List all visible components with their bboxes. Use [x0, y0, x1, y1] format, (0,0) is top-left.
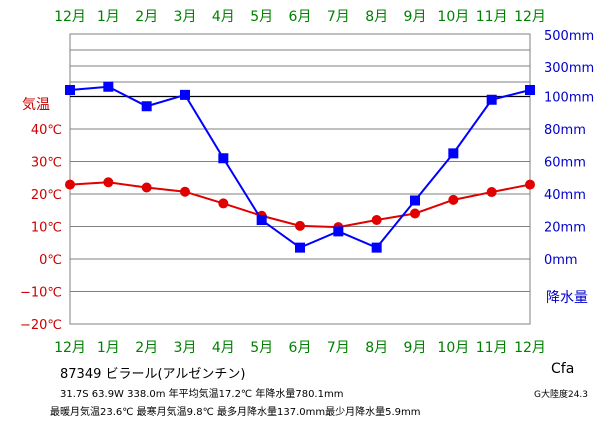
- temperature-point: [141, 182, 152, 193]
- precipitation-tick-label: 20mm: [544, 221, 586, 236]
- temperature-tick-label: 0℃: [39, 253, 62, 268]
- precipitation-point: [410, 195, 420, 206]
- bottom-month-label: 12月: [54, 340, 86, 356]
- precipitation-point: [103, 81, 114, 92]
- precipitation-tick-label: 300mm: [544, 61, 594, 76]
- top-month-label: 12月: [54, 9, 86, 25]
- koppen-class: Cfa: [551, 361, 575, 377]
- plot-frame: [69, 33, 531, 325]
- precipitation-series: [65, 81, 535, 253]
- precipitation-axis-label: 降水量: [546, 290, 588, 306]
- bottom-month-label: 10月: [437, 340, 469, 356]
- temperature-axis: 気温 40℃ 30℃ 20℃ 10℃ 0℃ −10℃ −20℃: [20, 97, 62, 333]
- bottom-month-label: 1月: [97, 340, 120, 356]
- top-month-label: 11月: [476, 9, 508, 25]
- bottom-month-labels: 12月 1月 2月 3月 4月 5月 6月 7月 8月 9月 10月 11月 12月: [54, 340, 546, 356]
- precipitation-point: [180, 89, 190, 100]
- bottom-month-label: 4月: [212, 340, 235, 356]
- temperature-point: [218, 198, 229, 209]
- precipitation-point: [141, 101, 152, 112]
- bottom-month-label: 6月: [289, 340, 312, 356]
- temperature-point: [295, 220, 305, 231]
- top-month-label: 9月: [404, 9, 427, 25]
- precipitation-point: [256, 215, 267, 225]
- bottom-month-label: 9月: [404, 340, 427, 356]
- bottom-month-label: 12月: [514, 340, 546, 356]
- top-month-label: 8月: [365, 9, 388, 25]
- climate-chart: 12月 1月 2月 3月 4月 5月 6月 7月 8月 9月 10月 11月 12月 12月 1月 2月 3月…: [20, 9, 594, 356]
- top-month-label: 4月: [212, 9, 235, 25]
- station-name: 87349 ビラール(アルゼンチン): [60, 367, 246, 382]
- precipitation-point: [486, 94, 497, 105]
- temperature-point: [525, 179, 535, 190]
- temperature-point: [180, 186, 190, 197]
- temperature-tick-label: 30℃: [31, 156, 62, 171]
- precipitation-point: [448, 148, 459, 159]
- bottom-month-label: 11月: [476, 340, 508, 356]
- temperature-point: [486, 187, 497, 198]
- temperature-tick-label: −20℃: [20, 318, 62, 333]
- bottom-month-label: 2月: [135, 340, 158, 356]
- top-month-label: 3月: [174, 9, 197, 25]
- precipitation-tick-label: 0mm: [544, 253, 578, 268]
- precipitation-point: [371, 242, 382, 253]
- continentality-index: G大陸度24.3: [534, 390, 589, 400]
- temperature-point: [65, 179, 75, 190]
- precipitation-tick-label: 80mm: [544, 123, 586, 138]
- temperature-series: [65, 177, 535, 233]
- top-month-label: 1月: [97, 9, 120, 25]
- temperature-tick-label: 40℃: [31, 123, 62, 138]
- station-coordinates: 31.7S 63.9W 338.0m 年平均気温17.2℃ 年降水量780.1m…: [60, 389, 344, 400]
- top-month-label: 7月: [327, 9, 350, 25]
- temperature-tick-label: −10℃: [20, 286, 62, 301]
- monthly-extremes: 最暖月気温23.6℃ 最寒月気温9.8℃ 最多月降水量137.0mm最少月降水量…: [50, 407, 421, 418]
- temperature-point: [103, 177, 114, 188]
- top-month-label: 12月: [514, 9, 546, 25]
- temperature-line: [69, 181, 531, 229]
- bottom-month-label: 5月: [250, 340, 273, 356]
- precipitation-point: [65, 85, 75, 95]
- bottom-month-label: 3月: [174, 340, 197, 356]
- precipitation-point: [333, 226, 344, 237]
- temperature-point: [371, 215, 382, 225]
- temperature-point: [410, 208, 420, 219]
- precipitation-point: [295, 242, 305, 253]
- temperature-axis-label: 気温: [22, 97, 50, 113]
- top-month-label: 5月: [250, 9, 273, 25]
- precipitation-tick-label: 100mm: [544, 91, 594, 106]
- top-month-label: 10月: [437, 9, 469, 25]
- bottom-month-label: 7月: [327, 340, 350, 356]
- top-month-label: 6月: [289, 9, 312, 25]
- top-month-label: 2月: [135, 9, 158, 25]
- top-month-labels: 12月 1月 2月 3月 4月 5月 6月 7月 8月 9月 10月 11月 12月: [54, 9, 546, 25]
- grid-lines: [69, 33, 531, 325]
- bottom-month-label: 8月: [365, 340, 388, 356]
- temperature-tick-label: 20℃: [31, 188, 62, 203]
- precipitation-point: [525, 85, 535, 95]
- precipitation-tick-label: 500mm: [544, 29, 594, 44]
- temperature-tick-label: 10℃: [31, 221, 62, 236]
- precipitation-axis: 降水量 500mm 300mm 100mm 80mm 60mm 40mm 20mm 0mm: [544, 29, 594, 306]
- temperature-point: [448, 194, 459, 205]
- precipitation-tick-label: 40mm: [544, 188, 586, 203]
- precipitation-tick-label: 60mm: [544, 156, 586, 171]
- precipitation-point: [218, 153, 229, 164]
